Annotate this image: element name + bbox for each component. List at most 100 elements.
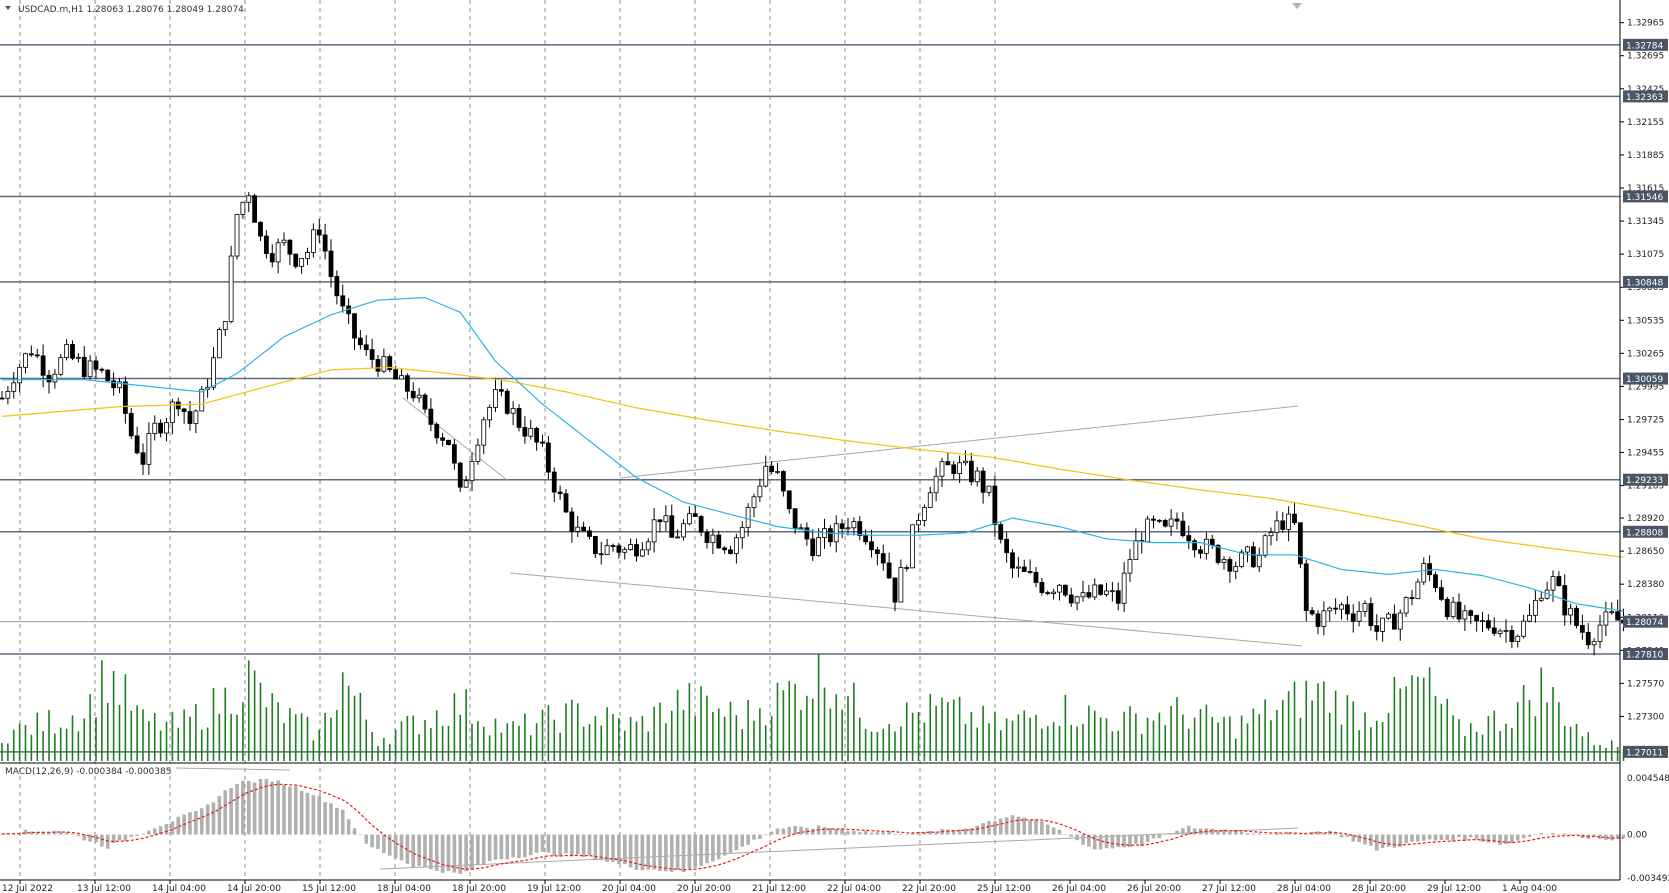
candle-body — [1192, 540, 1198, 551]
candle-body — [1515, 635, 1521, 642]
candle-body — [504, 390, 510, 414]
candle-body — [1356, 611, 1362, 622]
candle-body — [804, 527, 810, 540]
candle-body — [1421, 563, 1427, 583]
candle-body — [551, 471, 557, 493]
macd-bar — [111, 834, 116, 844]
macd-bar — [993, 821, 997, 835]
macd-bar — [1545, 834, 1549, 836]
candle-body — [998, 524, 1004, 540]
trend-line-upper[interactable] — [619, 405, 1299, 479]
macd-bar — [863, 830, 868, 835]
symbol-dropdown-icon[interactable] — [5, 6, 11, 10]
candle-body — [46, 374, 52, 383]
candle-body — [1198, 549, 1203, 554]
chart-header-info: USDCAD.m,H1 1.28063 1.28076 1.28049 1.28… — [18, 5, 244, 15]
candle-body — [927, 492, 933, 508]
time-tick-label: 12 Jul 2022 — [2, 884, 53, 893]
candle-body — [322, 234, 328, 252]
horizontal-level-lines[interactable] — [0, 44, 1620, 753]
candle-body — [1321, 610, 1327, 627]
candle-body — [1538, 597, 1544, 601]
macd-bar — [799, 826, 803, 835]
macd-bar — [928, 831, 933, 835]
candle-body — [1074, 596, 1080, 604]
macd-bar — [1621, 834, 1626, 838]
candle-body — [1292, 513, 1297, 524]
candle-body — [369, 349, 375, 360]
time-tick-label: 27 Jul 12:00 — [1202, 884, 1256, 893]
price-tick-label: 1.30805 — [1627, 283, 1664, 293]
macd-bar — [1028, 820, 1032, 835]
trend-line-lower[interactable] — [509, 572, 1303, 647]
candle-body — [99, 368, 105, 371]
macd-tick-label: -0.003492 — [1627, 874, 1669, 884]
candle-body — [880, 553, 886, 564]
candle-body — [628, 544, 634, 550]
candle-body — [75, 356, 81, 359]
candle-body — [475, 444, 481, 462]
macd-bar — [1339, 834, 1344, 838]
candle-body — [1045, 592, 1051, 594]
candle-body — [275, 242, 281, 263]
level-tag-label: 1.28808 — [1626, 528, 1663, 538]
macd-bar — [1245, 833, 1250, 835]
candle-body — [863, 535, 869, 543]
macd-bar — [705, 834, 709, 864]
candle-body — [1521, 620, 1527, 637]
macd-bar — [393, 834, 398, 859]
trend-line-channel[interactable] — [402, 397, 508, 481]
macd-bar — [170, 821, 175, 835]
candle-body — [1145, 518, 1151, 543]
macd-bar — [664, 834, 668, 872]
macd-bar — [329, 803, 333, 835]
candle-body — [1309, 610, 1315, 615]
macd-bar — [1186, 825, 1191, 835]
candle-body — [305, 252, 310, 259]
macd-bar — [211, 802, 216, 835]
candle-body — [769, 465, 775, 472]
candle-body — [117, 381, 122, 389]
macd-bar — [76, 834, 81, 837]
candle-body — [1062, 584, 1068, 596]
trend-line-macd-top[interactable] — [175, 767, 291, 771]
macd-bar — [828, 828, 833, 835]
macd-bar — [1139, 834, 1144, 846]
macd-bar — [587, 834, 592, 856]
candle-body — [528, 427, 534, 437]
macd-bar — [910, 833, 915, 835]
macd-bar — [593, 834, 598, 861]
macd-bar — [840, 828, 844, 835]
macd-bar — [1539, 833, 1544, 835]
macd-bar — [0, 833, 4, 835]
candle-body — [1156, 519, 1162, 522]
macd-bar — [41, 832, 45, 835]
macd-signal-line — [1, 783, 1624, 871]
trend-lines[interactable] — [175, 397, 1303, 870]
macd-bar — [887, 831, 891, 835]
macd-bar — [1034, 819, 1038, 835]
time-tick-label: 13 Jul 12:00 — [77, 884, 131, 893]
macd-bar — [270, 781, 275, 835]
candle-body — [1503, 630, 1509, 632]
candle-body — [716, 534, 722, 549]
trend-line-macd[interactable] — [379, 827, 1299, 870]
chart-shift-marker-icon[interactable] — [1292, 3, 1302, 9]
candle-body — [957, 462, 963, 474]
macd-bar — [53, 831, 57, 835]
candle-body — [23, 353, 28, 368]
candle-body — [1374, 625, 1380, 632]
candle-body — [1615, 611, 1621, 621]
macd-bar — [969, 828, 974, 835]
macd-bar — [346, 819, 351, 835]
candle-body — [187, 411, 193, 424]
macd-bar — [335, 807, 339, 835]
macd-bar — [429, 834, 433, 870]
candle-body — [199, 388, 205, 412]
candle-body — [1004, 538, 1010, 554]
macd-bar — [740, 834, 745, 847]
macd-bar — [499, 834, 504, 860]
candle-body — [581, 526, 587, 532]
macd-bar — [899, 834, 903, 835]
